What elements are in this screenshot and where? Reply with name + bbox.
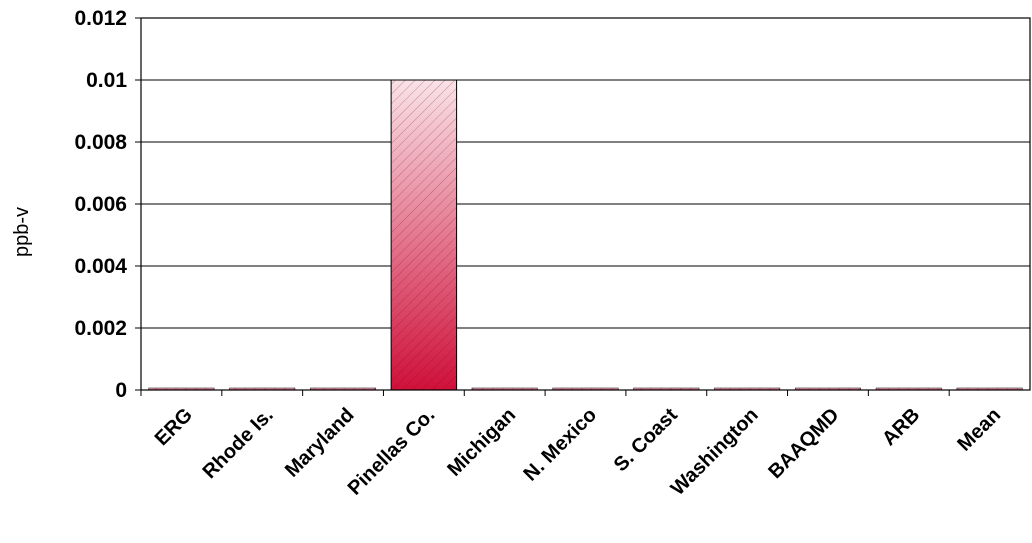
x-category-label: Maryland <box>281 404 359 482</box>
y-tick-label: 0.01 <box>86 69 127 92</box>
gridlines <box>141 17 1030 391</box>
x-category-label: ERG <box>151 404 197 450</box>
y-tick-label: 0.004 <box>74 255 127 278</box>
bars <box>148 79 1023 391</box>
y-axis-ticks: 0 0.002 0.004 0.006 0.008 0.01 0.012 <box>74 7 141 402</box>
y-tick-label: 0.002 <box>74 317 127 340</box>
y-tick-label: 0.012 <box>74 7 127 30</box>
y-tick-label: 0.006 <box>74 193 127 216</box>
x-category-label: Michigan <box>443 404 520 481</box>
x-category-label: ARB <box>878 404 924 450</box>
y-tick-label: 0.008 <box>74 131 127 154</box>
bar <box>390 79 458 391</box>
x-category-label: Pinellas Co. <box>344 404 440 500</box>
x-category-label: S. Coast <box>610 404 682 476</box>
y-tick-label: 0 <box>115 379 127 402</box>
x-category-label: Mean <box>953 404 1005 456</box>
x-category-label: Washington <box>667 404 763 500</box>
x-category-label: Rhode Is. <box>199 404 278 483</box>
x-category-label: BAAQMD <box>764 404 843 483</box>
bar-outline <box>390 79 458 391</box>
y-axis-title: ppb-v <box>11 207 33 257</box>
x-category-label: N. Mexico <box>519 404 601 486</box>
